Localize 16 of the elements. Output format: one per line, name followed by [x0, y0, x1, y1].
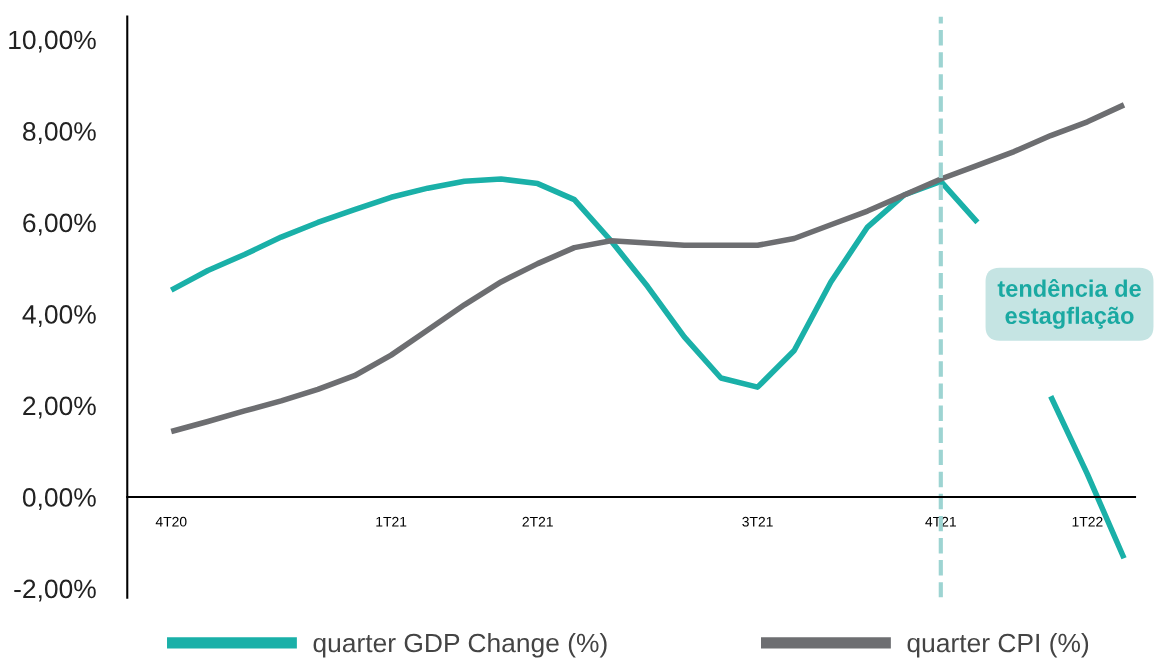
x-tick-label: 1T22: [1072, 516, 1103, 527]
x-tick-label: 1T21: [376, 516, 407, 527]
x-tick-label: 4T21: [925, 516, 956, 527]
legend-label: quarter CPI (%): [907, 632, 1089, 658]
x-tick-label: 3T21: [742, 516, 773, 527]
y-tick-label: 0,00%: [22, 488, 96, 510]
y-tick-label: 4,00%: [22, 305, 96, 327]
y-tick-label: 10,00%: [9, 30, 96, 53]
y-tick-label: -2,00%: [14, 579, 96, 602]
x-tick-label: 2T21: [522, 516, 553, 527]
y-tick-label: 6,00%: [23, 213, 96, 236]
legend-label: quarter GDP Change (%): [313, 632, 607, 658]
y-tick-label: 2,00%: [23, 396, 96, 419]
annotation: tendência de estagflação: [997, 279, 1141, 329]
x-tick-label: 4T20: [155, 516, 187, 527]
y-tick-label: 8,00%: [23, 122, 96, 144]
